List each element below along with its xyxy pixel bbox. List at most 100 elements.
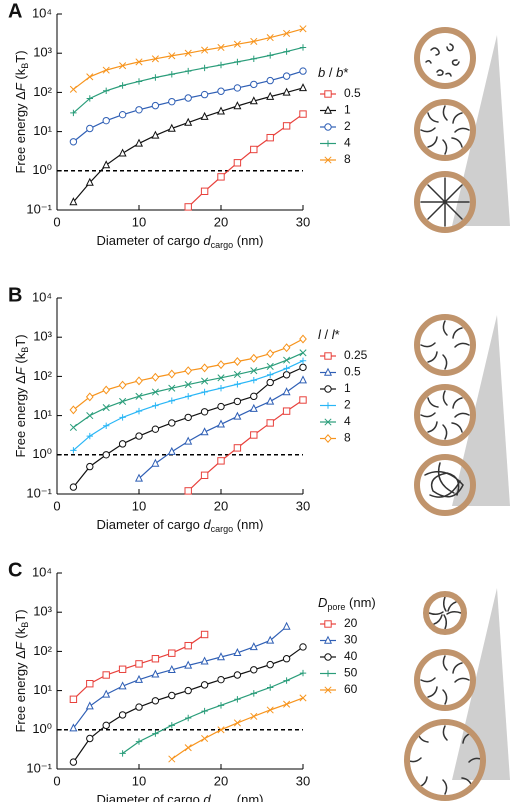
point — [299, 396, 307, 404]
point — [70, 109, 77, 117]
x-tick-label: 0 — [53, 214, 60, 229]
point — [250, 145, 258, 154]
point — [102, 721, 110, 730]
point — [250, 80, 258, 89]
point — [299, 643, 307, 651]
point — [86, 73, 94, 81]
text-part: B — [20, 63, 30, 69]
text-part: l — [318, 327, 322, 342]
y-axis-label: Free energy ΔF (kBT) — [13, 609, 30, 732]
point — [266, 706, 274, 714]
point — [233, 370, 241, 379]
text-part: b — [336, 65, 343, 80]
point — [200, 111, 209, 120]
point — [266, 378, 274, 387]
point — [184, 413, 192, 422]
point — [103, 422, 110, 429]
point — [85, 701, 94, 710]
text-part: F — [13, 82, 28, 91]
schematics — [404, 27, 510, 801]
point — [217, 360, 225, 370]
y-tick-label: 10⁻¹ — [26, 201, 52, 216]
point — [69, 85, 77, 93]
point — [168, 71, 175, 78]
point — [69, 758, 78, 766]
x-axis-label: Diameter of cargo dcargo (nm) — [96, 517, 263, 534]
y-tick-label: 10⁴ — [32, 564, 52, 579]
point — [283, 677, 290, 684]
text-part: T) — [13, 50, 28, 62]
panel-label: A — [8, 0, 22, 22]
point — [266, 362, 274, 370]
point — [86, 124, 94, 133]
point — [282, 371, 291, 379]
point — [201, 707, 208, 715]
point — [234, 381, 241, 388]
legend-label: 0.5 — [344, 365, 361, 379]
legend-marker — [324, 402, 332, 409]
point — [233, 719, 241, 727]
point — [167, 664, 176, 673]
point — [118, 681, 127, 690]
point — [167, 369, 176, 379]
point — [135, 78, 143, 85]
point — [201, 377, 209, 385]
point — [185, 714, 192, 722]
legend-marker — [324, 90, 332, 98]
point — [151, 425, 160, 433]
point — [70, 447, 77, 454]
point — [135, 660, 143, 668]
point — [299, 694, 307, 702]
x-axis-label: Diameter of cargo dcargo (nm) — [96, 792, 263, 802]
point — [135, 106, 143, 114]
point — [135, 392, 143, 400]
text-part: B — [20, 622, 30, 628]
point — [119, 62, 127, 70]
point — [200, 363, 209, 373]
point — [184, 686, 192, 695]
point — [152, 74, 159, 81]
text-part: / — [325, 65, 336, 80]
point — [282, 407, 291, 415]
legend-marker — [324, 670, 332, 677]
y-axis-label: Free energy ΔF (kBT) — [13, 50, 30, 173]
text-part: Diameter of cargo — [96, 517, 203, 532]
point — [184, 436, 193, 445]
point — [200, 681, 209, 689]
series-line — [72, 87, 304, 203]
point — [118, 380, 127, 390]
point — [217, 385, 225, 392]
point — [250, 37, 258, 45]
point — [283, 356, 291, 364]
point — [86, 734, 94, 743]
point — [216, 419, 226, 428]
point — [184, 744, 192, 752]
text-part: cargo — [211, 240, 234, 250]
gradient-triangle — [452, 315, 510, 506]
point — [200, 630, 209, 639]
legend-label: 2 — [344, 119, 351, 133]
point — [102, 116, 110, 125]
point — [119, 82, 126, 89]
point — [184, 641, 192, 650]
point — [167, 123, 176, 132]
point — [118, 665, 127, 673]
text-part: B — [20, 347, 30, 353]
y-tick-label: 10⁰ — [32, 162, 52, 177]
point — [217, 61, 225, 69]
y-tick-label: 10⁻¹ — [26, 760, 52, 775]
point — [201, 46, 209, 54]
legend-marker — [323, 367, 333, 376]
point — [217, 87, 225, 95]
text-part: (k — [13, 627, 28, 642]
point — [102, 451, 110, 459]
text-part: d — [203, 233, 211, 248]
point — [184, 94, 192, 102]
point — [151, 697, 160, 705]
point — [184, 203, 192, 211]
point — [234, 58, 241, 66]
point — [69, 723, 78, 732]
point — [200, 656, 209, 665]
point — [266, 34, 274, 42]
text-part: Diameter of cargo — [96, 233, 203, 248]
